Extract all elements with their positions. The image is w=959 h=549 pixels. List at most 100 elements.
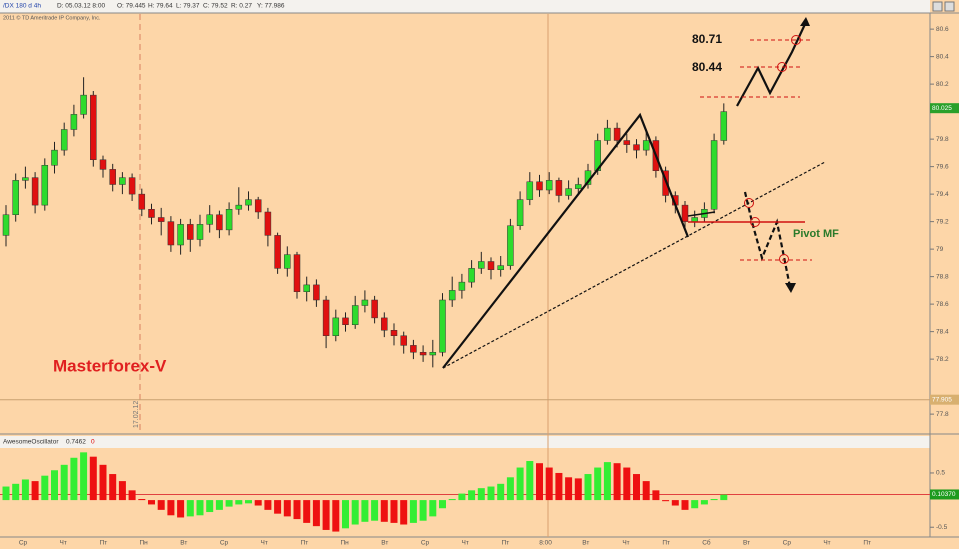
x-tick-label: Пт <box>662 540 670 547</box>
x-tick-label: Чт <box>622 540 629 547</box>
osc-bar <box>245 500 252 504</box>
candle-body <box>623 140 631 145</box>
candle-body <box>351 305 359 325</box>
y-tick-label: 79 <box>936 246 944 253</box>
candle-body <box>2 214 10 236</box>
osc-bar <box>429 500 437 517</box>
price-tag-label: 80.025 <box>932 105 952 112</box>
osc-bar <box>497 483 505 501</box>
osc-bar <box>322 500 330 530</box>
candle-body <box>390 330 398 336</box>
candle-body <box>720 111 728 141</box>
candle-body <box>293 254 301 292</box>
x-tick-label: Пт <box>301 540 309 547</box>
x-tick-label: Пт <box>100 540 108 547</box>
annotation: Pivot MF <box>793 228 839 240</box>
candle-body <box>196 224 204 240</box>
candle-body <box>51 149 58 166</box>
osc-bar <box>662 500 670 502</box>
osc-bar <box>80 452 88 501</box>
candle-body <box>429 352 437 356</box>
osc-bar <box>51 470 58 501</box>
info: H: 79.64 <box>148 3 173 10</box>
x-tick-label: Чт <box>60 540 67 547</box>
info: O: 79.445 <box>117 3 146 10</box>
info: D: 05.03.12 8:00 <box>57 3 105 10</box>
price-tag <box>930 394 959 405</box>
osc-bar <box>312 500 320 527</box>
osc-bar <box>342 500 349 529</box>
osc-bar <box>603 462 611 501</box>
osc-bar <box>12 483 20 501</box>
candle-body <box>22 177 29 181</box>
price-tag-label: 77.905 <box>932 396 952 403</box>
osc-bar <box>380 500 388 522</box>
x-tick-label: 8:00 <box>539 540 552 547</box>
x-tick-label: Чт <box>261 540 268 547</box>
projection <box>736 21 807 107</box>
info: L: 79.37 <box>176 3 200 10</box>
arrow <box>785 283 796 293</box>
osc-bar <box>118 481 126 501</box>
trend-line <box>442 161 826 369</box>
candle-body <box>507 225 514 266</box>
candle-body <box>157 217 165 222</box>
window-button[interactable] <box>944 1 955 12</box>
osc-bar <box>652 490 660 501</box>
y-tick-label: 79.6 <box>936 163 949 170</box>
x-tick-label: Чт <box>462 540 469 547</box>
osc-bar <box>332 500 340 532</box>
window-button[interactable] <box>932 1 943 12</box>
x-tick-label: Чт <box>823 540 830 547</box>
candle-body <box>691 217 698 222</box>
candle-body <box>381 317 388 331</box>
y-tick-label: 78.6 <box>936 301 949 308</box>
candle-body <box>90 94 97 160</box>
candle-body <box>575 184 582 189</box>
price-tag-label: 0.10370 <box>932 491 956 498</box>
candle-body <box>536 181 543 191</box>
candle-body <box>332 317 340 336</box>
info: C: 79.52 <box>203 3 228 10</box>
candle-body <box>458 281 466 291</box>
y-tick-label: 78.4 <box>936 328 949 335</box>
candle-body <box>167 221 175 246</box>
candle-body <box>487 261 495 270</box>
osc-bar <box>303 500 311 523</box>
candle-body <box>99 159 107 170</box>
osc-bar <box>206 500 214 513</box>
x-tick-label: Вт <box>743 540 750 547</box>
candle-body <box>109 169 116 185</box>
osc-bar <box>283 500 291 517</box>
osc-bar <box>2 486 10 501</box>
candle-body <box>60 129 68 151</box>
level-marker <box>750 217 760 227</box>
candle-body <box>526 181 534 200</box>
osc-bar <box>516 467 524 501</box>
osc-bar <box>448 499 456 501</box>
projection <box>743 191 792 288</box>
osc-bar <box>409 500 417 523</box>
level-marker <box>744 198 754 208</box>
annotation: 80.71 <box>692 32 722 46</box>
candle-body <box>274 235 281 269</box>
osc-bar <box>351 500 359 525</box>
osc-bar <box>138 499 146 501</box>
candle-body <box>448 290 456 301</box>
y-tick-label: 77.8 <box>936 411 949 418</box>
x-tick-label: Пт <box>502 540 510 547</box>
osc-bar <box>720 494 728 501</box>
candle-body <box>439 299 446 353</box>
osc-bar <box>264 500 272 510</box>
candle-body <box>342 317 349 325</box>
segment <box>687 211 716 217</box>
osc-bar <box>710 499 718 501</box>
candle-body <box>313 284 320 301</box>
osc-bar <box>642 481 650 501</box>
osc-bar <box>594 467 602 501</box>
candle-body <box>681 204 689 222</box>
x-tick-label: Ср <box>421 540 430 547</box>
info: R: 0.27 <box>231 3 252 10</box>
